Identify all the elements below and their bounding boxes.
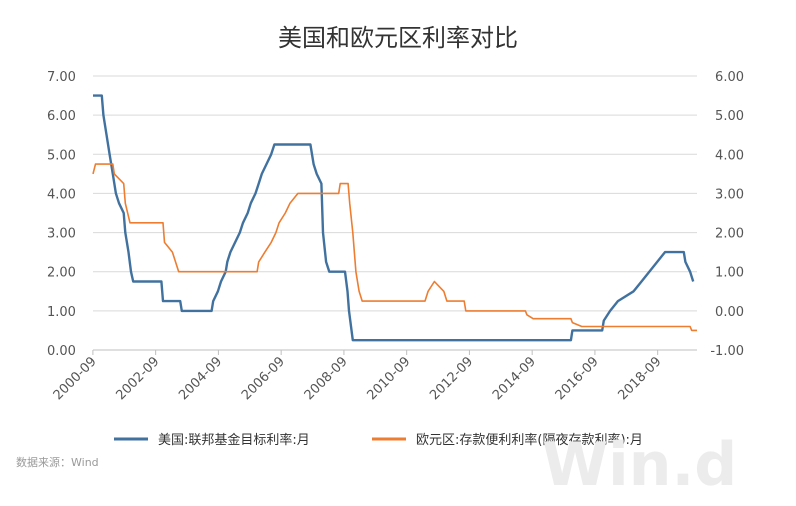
left-tick-label: 6.00 xyxy=(47,109,76,124)
right-axis-ticks: -1.00 0.00 1.00 2.00 3.00 4.00 5.00 6.00 xyxy=(710,70,744,359)
right-tick-label: 0.00 xyxy=(715,305,744,320)
right-tick-label: 6.00 xyxy=(715,70,744,85)
x-tick-label: 2010-09 xyxy=(364,354,413,403)
x-axis-ticks: 2000-09 2002-09 2004-09 2006-09 2008-09 2010-… xyxy=(51,350,665,403)
left-tick-label: 7.00 xyxy=(47,70,76,85)
x-tick-label: 2002-09 xyxy=(113,354,162,403)
source-note: 数据来源：Wind xyxy=(16,455,99,469)
right-tick-label: -1.00 xyxy=(710,344,744,359)
chart-title: 美国和欧元区利率对比 xyxy=(278,24,518,52)
right-tick-label: 5.00 xyxy=(715,109,744,124)
left-tick-label: 2.00 xyxy=(47,266,76,281)
x-tick-label: 2008-09 xyxy=(302,354,351,403)
right-tick-label: 2.00 xyxy=(715,227,744,242)
left-tick-label: 5.00 xyxy=(47,148,76,163)
left-tick-label: 0.00 xyxy=(47,344,76,359)
watermark: Win.d xyxy=(542,430,737,500)
legend-label-eu: 欧元区:存款便利利率(隔夜存款利率):月 xyxy=(416,432,643,448)
x-tick-label: 2016-09 xyxy=(553,354,602,403)
x-tick-label: 2000-09 xyxy=(51,354,100,403)
x-tick-label: 2004-09 xyxy=(176,354,225,403)
legend: 美国:联邦基金目标利率:月 欧元区:存款便利利率(隔夜存款利率):月 xyxy=(114,432,643,448)
series-lines xyxy=(92,94,697,342)
left-axis-ticks: 0.00 1.00 2.00 3.00 4.00 5.00 6.00 7.00 xyxy=(47,70,76,359)
series-line-eu xyxy=(92,163,697,332)
x-tick-label: 2014-09 xyxy=(490,354,539,403)
right-tick-label: 3.00 xyxy=(715,187,744,202)
x-tick-label: 2012-09 xyxy=(427,354,476,403)
left-tick-label: 4.00 xyxy=(47,187,76,202)
right-tick-label: 4.00 xyxy=(715,148,744,163)
gridlines xyxy=(93,75,697,351)
left-tick-label: 3.00 xyxy=(47,227,76,242)
series-line-us xyxy=(93,94,695,342)
legend-label-us: 美国:联邦基金目标利率:月 xyxy=(158,432,310,448)
left-tick-label: 1.00 xyxy=(47,305,76,320)
right-tick-label: 1.00 xyxy=(715,266,744,281)
x-tick-label: 2006-09 xyxy=(239,354,288,403)
x-tick-label: 2018-09 xyxy=(615,354,664,403)
